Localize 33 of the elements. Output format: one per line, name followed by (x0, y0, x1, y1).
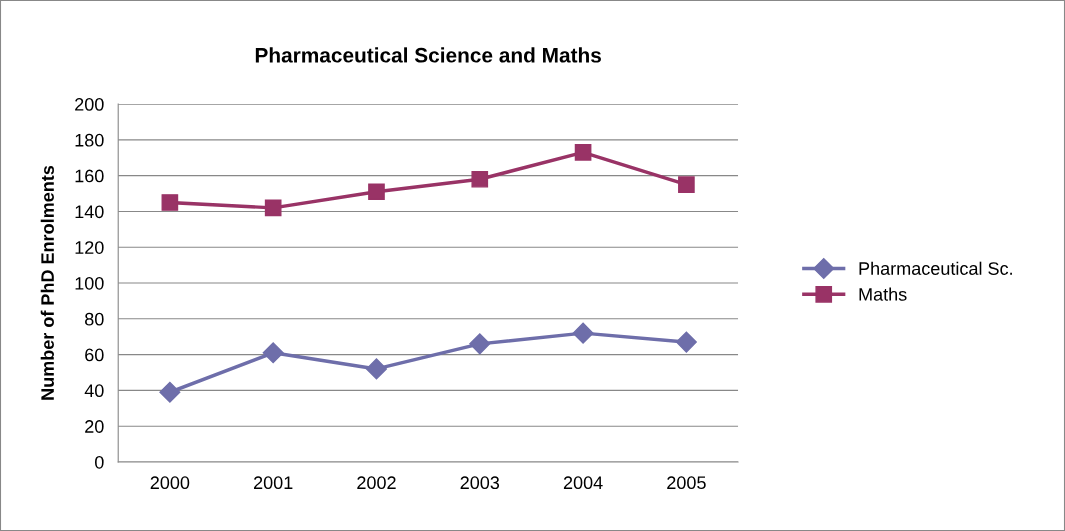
y-tick-label: 0 (94, 455, 104, 469)
y-tick-label: 140 (75, 205, 104, 219)
point (262, 342, 284, 364)
y-tick-label: 180 (75, 133, 104, 147)
point (678, 176, 695, 193)
x-tick-label: 2001 (254, 476, 293, 490)
point (368, 183, 385, 201)
legend-label: Pharmaceutical Sc. (859, 261, 1012, 275)
x-tick-label: 2005 (667, 476, 706, 490)
point (469, 333, 491, 355)
y-tick-label: 100 (75, 276, 104, 290)
point (159, 381, 181, 403)
point (572, 322, 594, 344)
y-tick-label: 60 (85, 348, 104, 362)
x-tick-label: 2004 (563, 476, 603, 490)
y-axis-title: Number of PhD Enrolments (40, 165, 54, 400)
y-tick-label: 200 (75, 98, 104, 111)
y-tick-label: 40 (84, 384, 104, 398)
x-tick-label: 2002 (357, 476, 396, 490)
point (365, 358, 387, 380)
x-tick-label: 2003 (460, 476, 500, 490)
point (264, 199, 282, 217)
point (471, 170, 489, 188)
chart-title: Pharmaceutical Science and Maths (255, 47, 601, 63)
y-tick-label: 160 (75, 169, 104, 183)
y-tick-label: 120 (75, 241, 104, 254)
point (574, 144, 592, 161)
x-tick-label: 2000 (150, 476, 190, 490)
legend-label: Maths (859, 287, 907, 301)
y-tick-label: 80 (85, 312, 104, 326)
point (161, 194, 179, 211)
y-tick-label: 20 (85, 420, 104, 433)
point (675, 331, 697, 353)
